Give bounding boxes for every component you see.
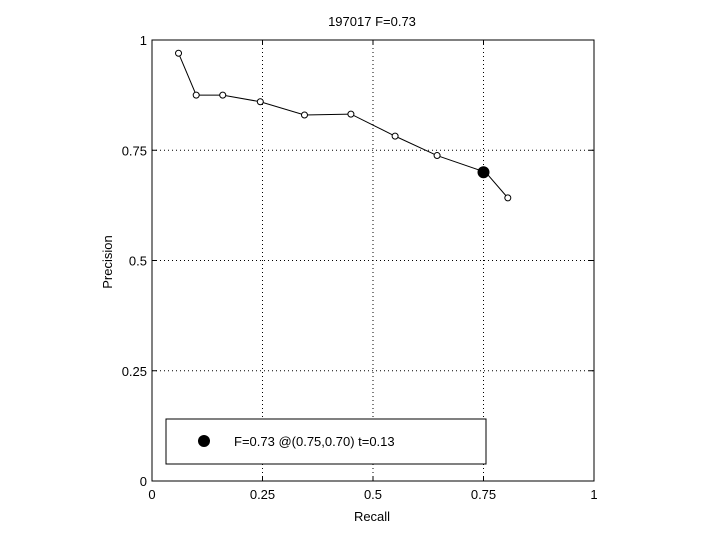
legend-marker-icon [198, 435, 210, 447]
data-point [219, 91, 227, 99]
data-point [391, 132, 399, 140]
x-axis-label: Recall [354, 509, 390, 524]
x-tick-label: 1 [590, 487, 597, 502]
y-tick-label: 1 [140, 33, 147, 48]
data-point [175, 49, 183, 57]
data-point [347, 110, 355, 118]
grid [152, 40, 594, 481]
legend: F=0.73 @(0.75,0.70) t=0.13 [165, 418, 487, 465]
y-tick-label: 0.25 [122, 364, 147, 379]
x-tick-label: 0.25 [250, 487, 275, 502]
chart-title: 197017 F=0.73 [328, 14, 416, 29]
x-tick-label: 0.5 [364, 487, 382, 502]
y-axis-label: Precision [100, 235, 115, 288]
series [175, 49, 512, 202]
legend-box [165, 418, 487, 465]
y-tick-label: 0.75 [122, 143, 147, 158]
data-point [433, 152, 441, 160]
series-line [178, 53, 509, 199]
y-tick-label: 0.5 [129, 254, 147, 269]
data-point [256, 98, 264, 106]
data-point [300, 111, 308, 119]
y-tick-label: 0 [140, 474, 147, 489]
best-f-point [477, 166, 490, 179]
axis-ticks: 0 0.25 0.5 0.75 1 0 0.25 0.5 0.75 1 [122, 33, 598, 502]
x-tick-label: 0 [148, 487, 155, 502]
x-tick-label: 0.75 [471, 487, 496, 502]
data-point [504, 194, 512, 202]
data-point [192, 91, 200, 99]
legend-entry: F=0.73 @(0.75,0.70) t=0.13 [234, 434, 395, 449]
